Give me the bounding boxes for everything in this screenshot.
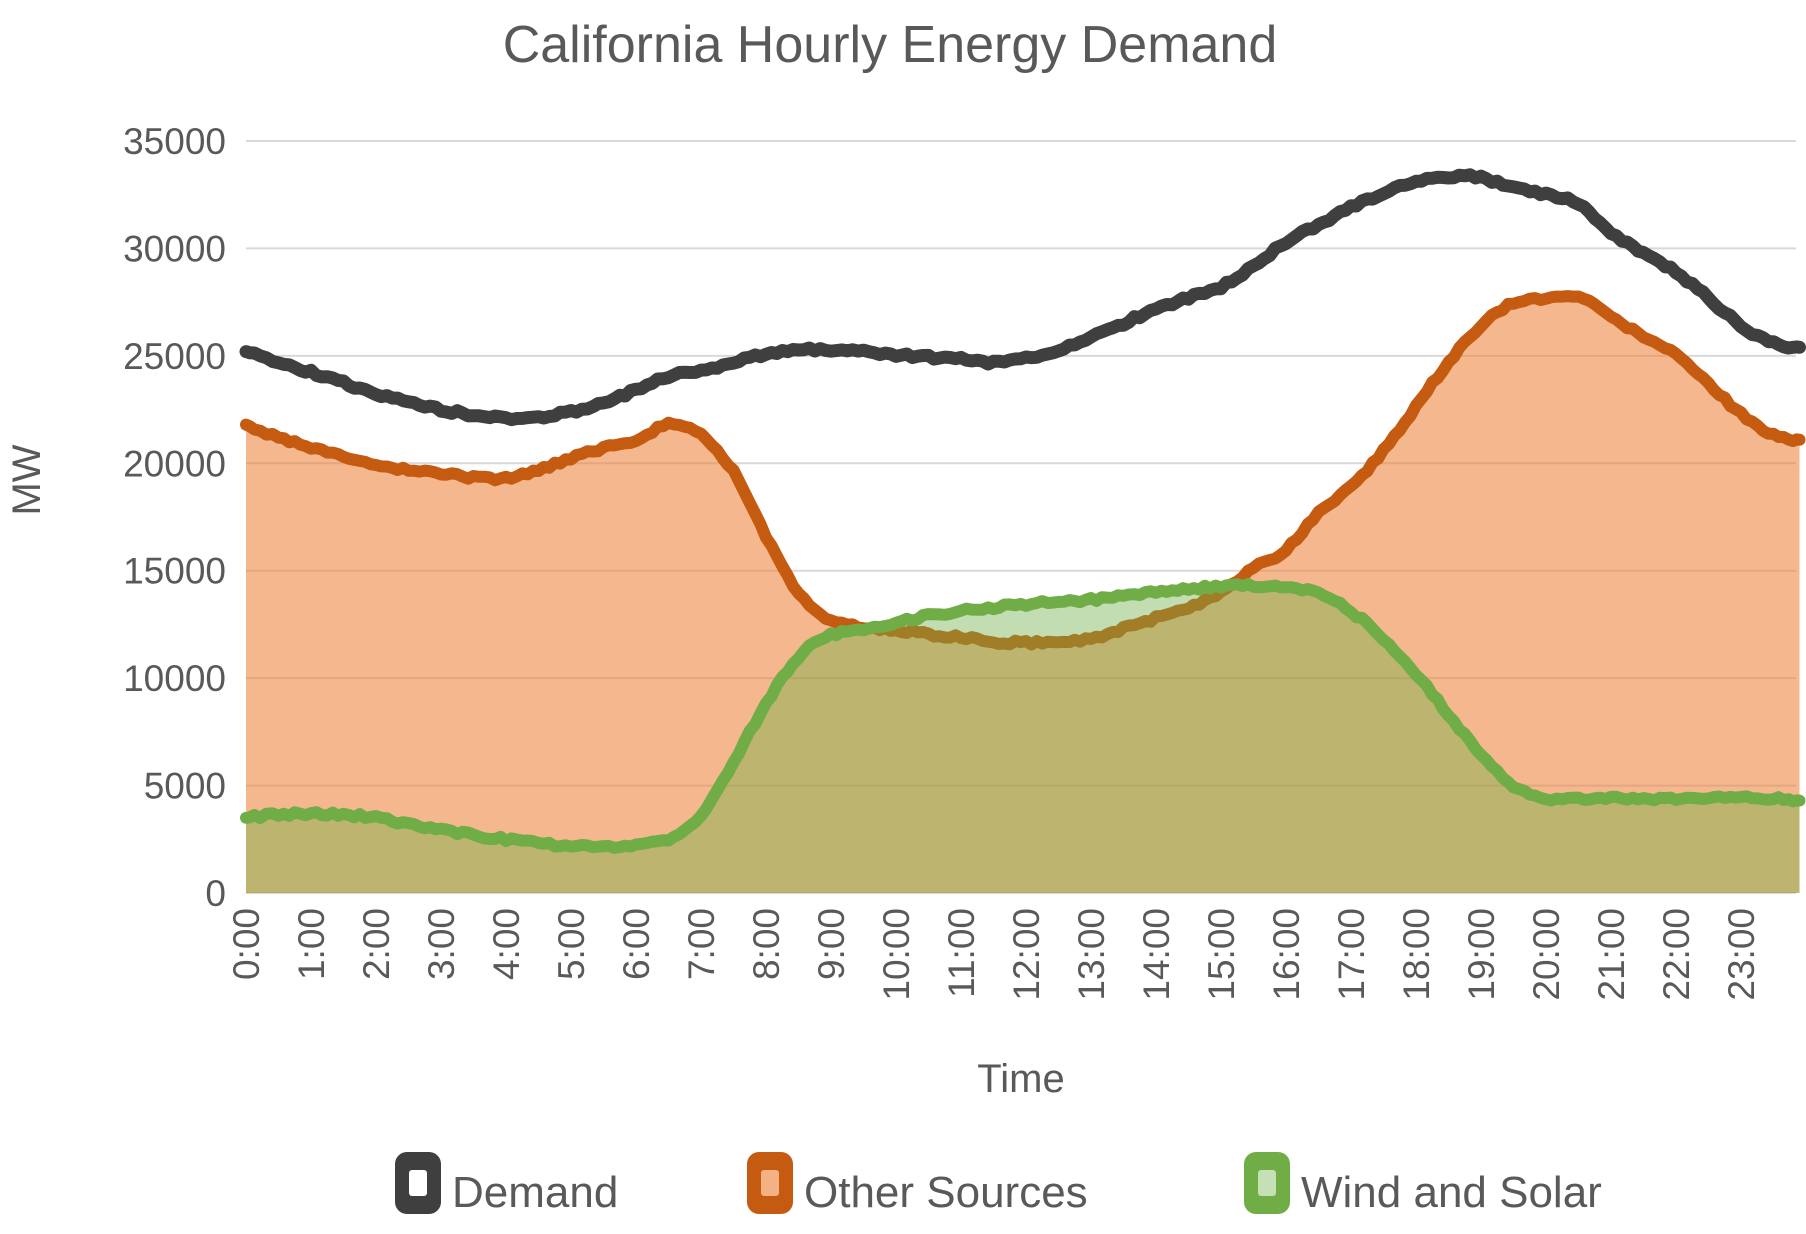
y-axis-tick-labels: 0 5000 10000 15000 20000 25000 30000 35000 [123, 121, 226, 914]
x-tick-label: 5:00 [551, 908, 592, 980]
x-tick-label: 13:00 [1071, 908, 1112, 1001]
x-tick-label: 2:00 [356, 908, 397, 980]
x-tick-label: 1:00 [291, 908, 332, 980]
demand-legend-key-inner [409, 1170, 427, 1196]
wind-solar-area [246, 584, 1800, 893]
wind-solar-legend-label: Wind and Solar [1301, 1168, 1602, 1217]
y-tick-label: 10000 [123, 658, 226, 699]
legend: Demand Other Sources Wind and Solar [395, 1152, 1602, 1217]
x-tick-label: 21:00 [1591, 908, 1632, 1001]
x-axis-title: Time [977, 1057, 1064, 1101]
x-axis-tick-labels: 0:00 1:00 2:00 3:00 4:00 5:00 6:00 7:00 8:00 9:00… [226, 908, 1762, 1001]
chart-title: California Hourly Energy Demand [503, 16, 1278, 74]
y-tick-label: 20000 [123, 443, 226, 484]
x-tick-label: 17:00 [1331, 908, 1372, 1001]
wind-solar-line [240, 578, 1806, 854]
y-axis-title: MW [5, 444, 49, 515]
x-tick-label: 18:00 [1396, 908, 1437, 1001]
x-tick-label: 9:00 [811, 908, 852, 980]
demand-line [239, 168, 1806, 427]
y-tick-label: 25000 [123, 336, 226, 377]
y-tick-label: 35000 [123, 121, 226, 162]
x-tick-label: 7:00 [681, 908, 722, 980]
x-tick-label: 14:00 [1136, 908, 1177, 1001]
y-tick-label: 0 [205, 873, 226, 914]
x-tick-label: 16:00 [1266, 908, 1307, 1001]
series-plot [239, 168, 1806, 894]
demand-legend-label: Demand [452, 1168, 618, 1217]
x-tick-label: 3:00 [421, 908, 462, 980]
x-tick-label: 22:00 [1656, 908, 1697, 1001]
x-tick-label: 12:00 [1006, 908, 1047, 1001]
x-tick-label: 20:00 [1526, 908, 1567, 1001]
y-tick-label: 30000 [123, 228, 226, 269]
x-tick-label: 11:00 [941, 908, 982, 998]
x-tick-label: 23:00 [1721, 908, 1762, 1001]
other-sources-line [240, 290, 1806, 651]
y-tick-label: 15000 [123, 551, 226, 592]
other-sources-legend-label: Other Sources [804, 1168, 1088, 1217]
legend-item-wind-and-solar: Wind and Solar [1244, 1152, 1602, 1217]
wind-solar-legend-key-inner [1258, 1170, 1276, 1196]
x-tick-label: 0:00 [226, 908, 267, 980]
x-tick-label: 4:00 [486, 908, 527, 980]
x-tick-label: 15:00 [1201, 908, 1242, 1001]
legend-item-demand: Demand [395, 1152, 618, 1217]
x-tick-label: 10:00 [876, 908, 917, 1001]
x-tick-label: 6:00 [616, 908, 657, 980]
other-sources-legend-key-inner [761, 1170, 779, 1196]
x-tick-label: 8:00 [746, 908, 787, 980]
x-tick-label: 19:00 [1461, 908, 1502, 1001]
legend-item-other-sources: Other Sources [747, 1152, 1088, 1217]
y-tick-label: 5000 [144, 766, 226, 807]
